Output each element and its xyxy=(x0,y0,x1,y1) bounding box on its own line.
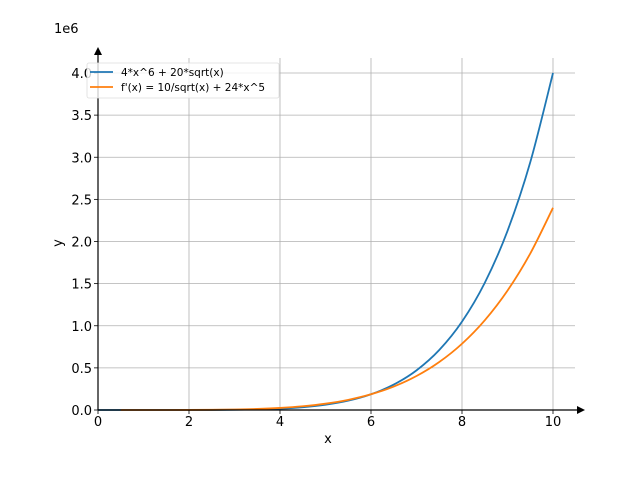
x-tick-label: 0 xyxy=(94,415,102,430)
y-tick-label: 2.0 xyxy=(71,236,92,251)
legend-box xyxy=(86,62,280,99)
series-line-2 xyxy=(120,207,554,411)
y-tick-label: 3.0 xyxy=(71,151,92,166)
x-tick-label: 6 xyxy=(367,415,375,430)
y-tick-label: 0.5 xyxy=(71,362,92,377)
x-tick-label: 2 xyxy=(185,415,193,430)
y-tick-label: 2.5 xyxy=(71,193,92,208)
legend-label: f'(x) = 10/sqrt(x) + 24*x^5 xyxy=(121,82,265,94)
x-axis-label: x xyxy=(324,432,332,447)
legend-label: 4*x^6 + 20*sqrt(x) xyxy=(121,67,224,79)
y-axis-label: y xyxy=(51,239,66,247)
offset-label: 1e6 xyxy=(54,22,79,37)
y-tick-label: 1.0 xyxy=(71,320,92,335)
x-tick-label: 4 xyxy=(276,415,284,430)
x-tick-label: 8 xyxy=(458,415,466,430)
y-tick-label: 1.5 xyxy=(71,278,92,293)
y-tick-label: 3.5 xyxy=(71,109,92,124)
y-tick-label: 0.0 xyxy=(71,404,92,419)
y-axis-arrow-icon xyxy=(94,47,102,55)
x-axis-arrow-icon xyxy=(577,406,585,414)
x-tick-label: 10 xyxy=(545,415,562,430)
